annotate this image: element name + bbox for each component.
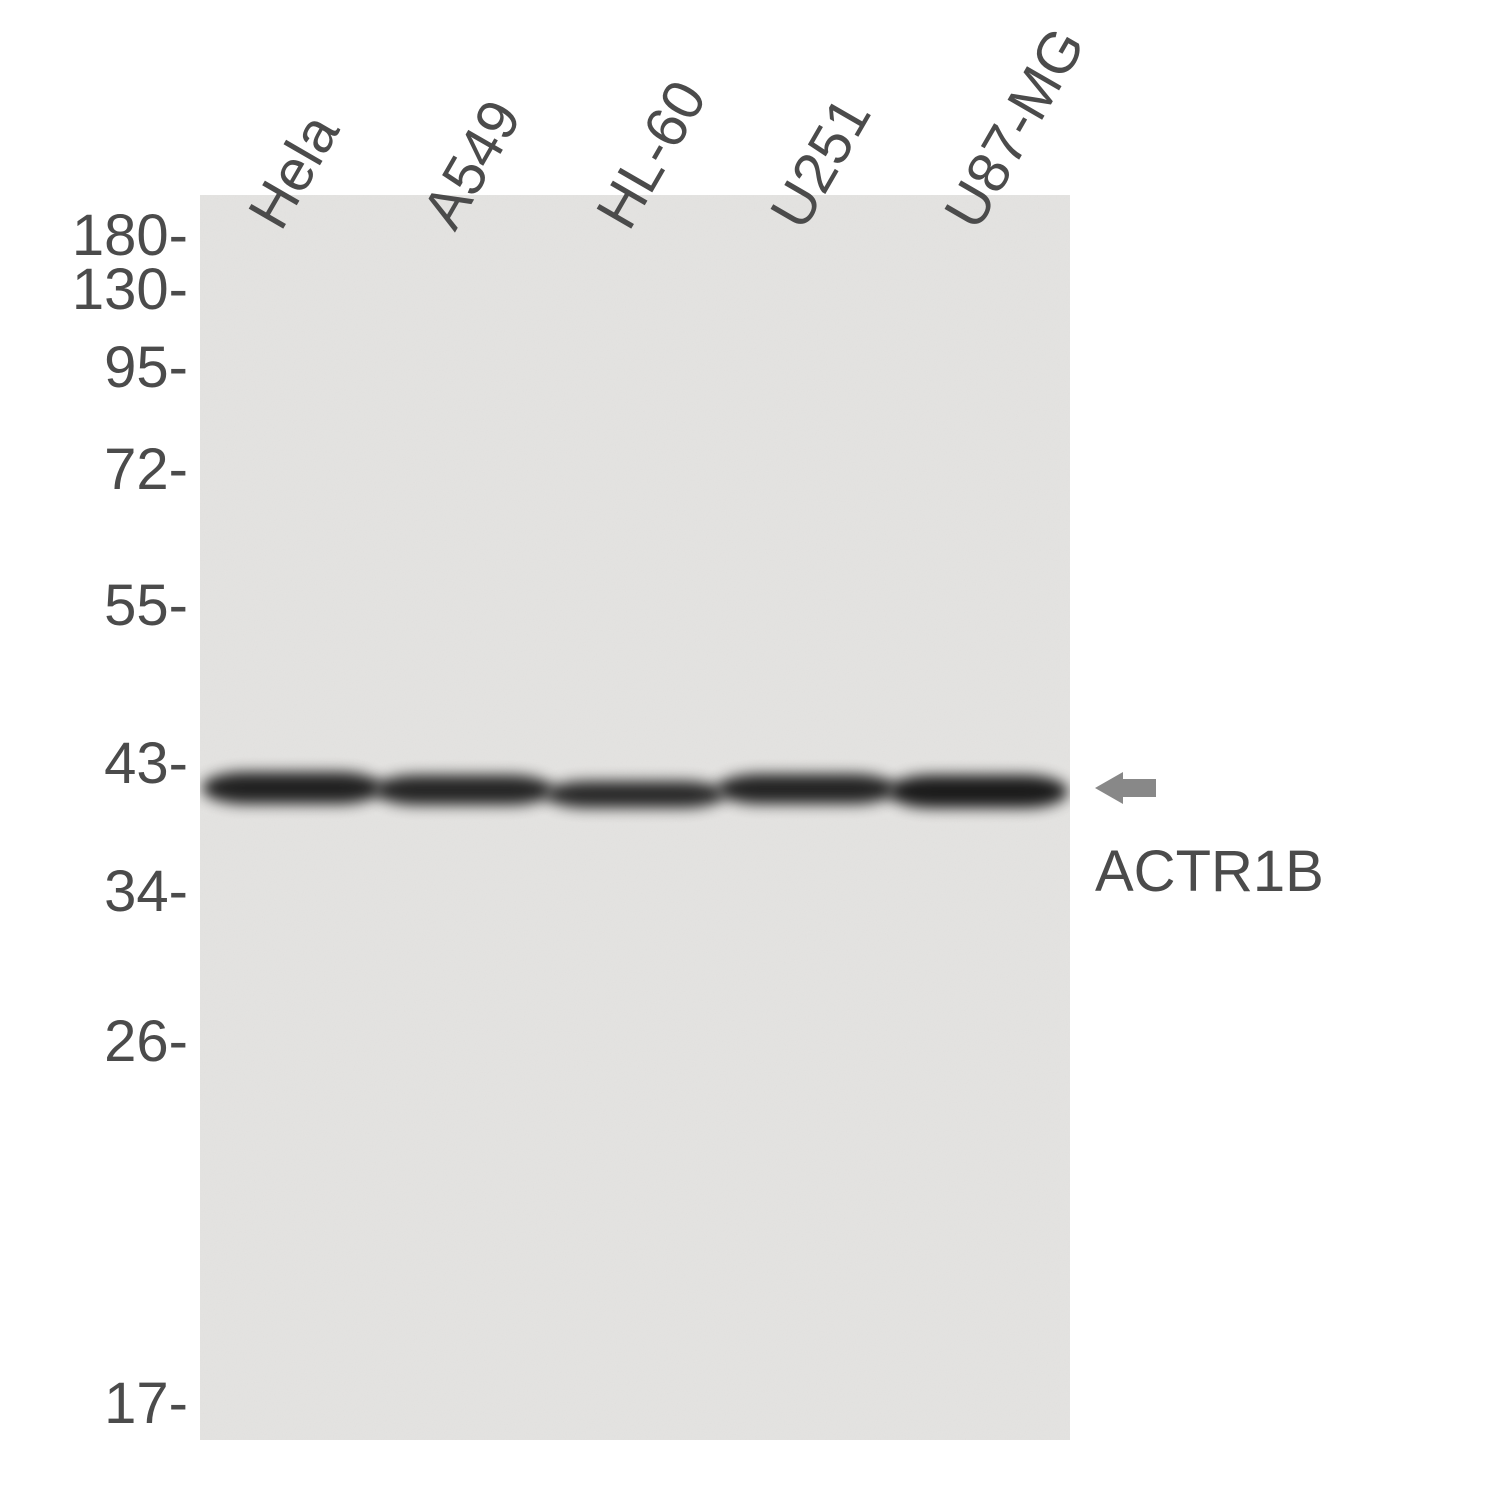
molecular-weight-marker: 17- <box>104 1370 188 1437</box>
molecular-weight-marker: 26- <box>104 1008 188 1075</box>
protein-band <box>888 775 1068 808</box>
protein-band <box>202 772 382 804</box>
molecular-weight-marker: 55- <box>104 572 188 639</box>
molecular-weight-marker: 95- <box>104 334 188 401</box>
protein-band <box>545 781 725 808</box>
target-protein-label: ACTR1B <box>1095 838 1324 905</box>
protein-band <box>717 774 897 804</box>
western-blot-figure: HelaA549HL-60U251U87-MG 180-130-95-72-55… <box>0 0 1500 1500</box>
membrane-noise-texture <box>200 195 1070 1440</box>
blot-membrane <box>200 195 1070 1440</box>
molecular-weight-marker: 34- <box>104 858 188 925</box>
protein-band <box>374 775 554 805</box>
molecular-weight-marker: 72- <box>104 436 188 503</box>
protein-band-row <box>200 772 1070 804</box>
molecular-weight-marker: 130- <box>72 256 188 323</box>
molecular-weight-marker: 43- <box>104 730 188 797</box>
